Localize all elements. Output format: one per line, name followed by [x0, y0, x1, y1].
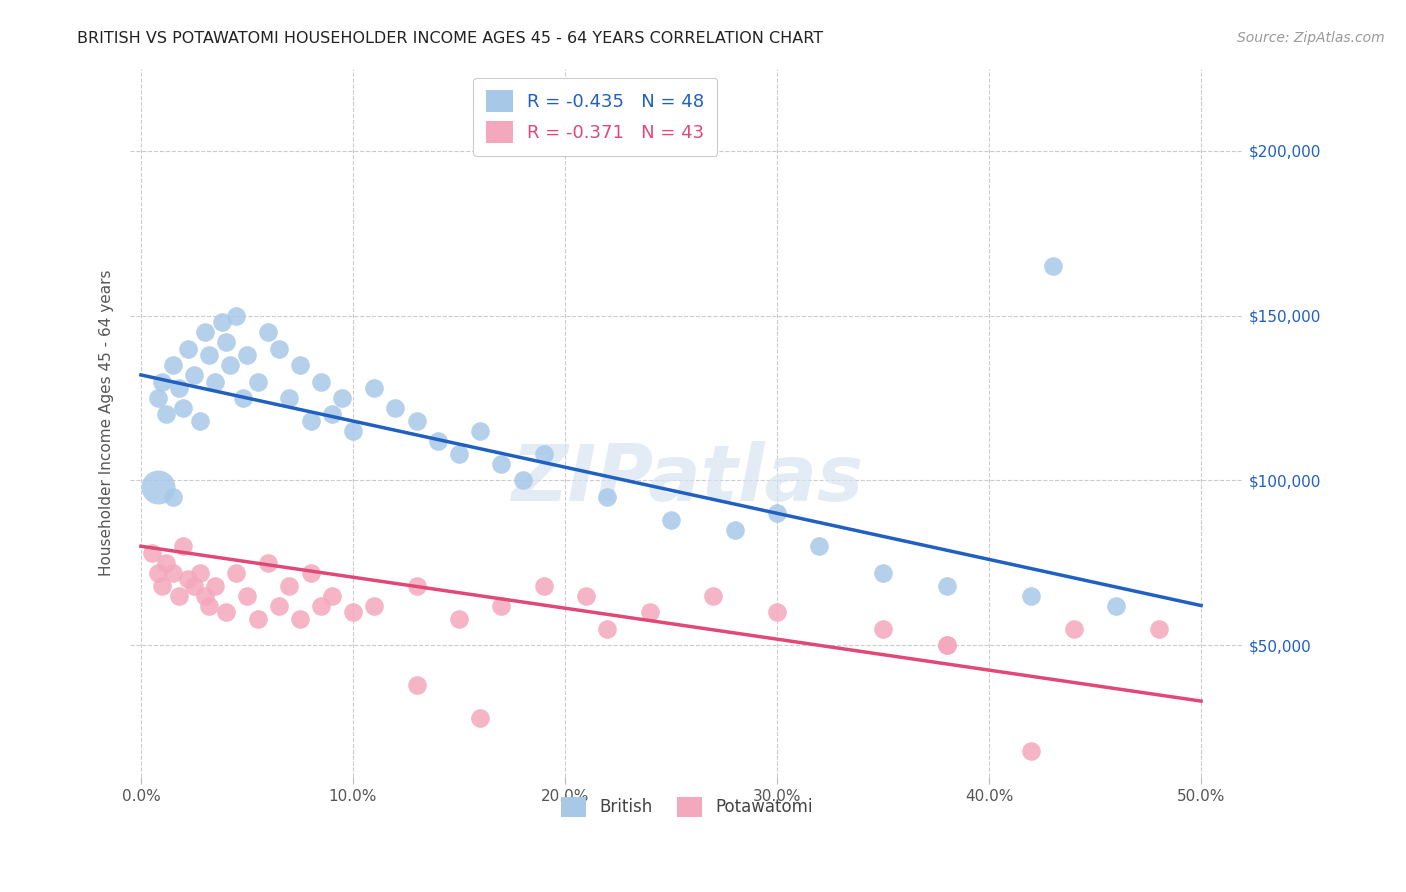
Point [197, 348, 219, 362]
Point [342, 605, 364, 619]
Point [167, 589, 190, 603]
Point [162, 566, 184, 580]
Point [596, 622, 619, 636]
Point [321, 408, 343, 422]
Point [872, 622, 894, 636]
Point [146, 566, 169, 580]
Point [155, 556, 177, 570]
Point [659, 513, 682, 527]
Point [1021, 589, 1043, 603]
Point [172, 539, 194, 553]
Point [288, 612, 311, 626]
Point [183, 368, 205, 382]
Point [146, 480, 169, 494]
Point [321, 589, 343, 603]
Text: BRITISH VS POTAWATOMI HOUSEHOLDER INCOME AGES 45 - 64 YEARS CORRELATION CHART: BRITISH VS POTAWATOMI HOUSEHOLDER INCOME… [77, 31, 824, 46]
Point [405, 414, 427, 428]
Point [236, 348, 259, 362]
Point [197, 599, 219, 613]
Point [363, 381, 385, 395]
Point [193, 325, 215, 339]
Point [141, 546, 163, 560]
Point [155, 408, 177, 422]
Point [183, 579, 205, 593]
Point [723, 523, 745, 537]
Point [215, 334, 238, 349]
Point [935, 638, 957, 652]
Point [384, 401, 406, 415]
Point [638, 605, 661, 619]
Point [533, 579, 555, 593]
Point [491, 457, 513, 471]
Point [426, 434, 449, 448]
Point [215, 605, 238, 619]
Legend: British, Potawatomi: British, Potawatomi [553, 789, 821, 825]
Point [808, 539, 831, 553]
Point [512, 474, 534, 488]
Point [596, 490, 619, 504]
Point [162, 358, 184, 372]
Point [246, 612, 269, 626]
Point [935, 638, 957, 652]
Point [1021, 743, 1043, 757]
Point [702, 589, 724, 603]
Text: ZIPatlas: ZIPatlas [510, 442, 863, 517]
Point [575, 589, 598, 603]
Point [330, 391, 353, 405]
Point [309, 599, 332, 613]
Point [225, 566, 247, 580]
Point [935, 579, 957, 593]
Point [470, 710, 492, 724]
Point [146, 391, 169, 405]
Point [278, 391, 301, 405]
Point [1063, 622, 1085, 636]
Point [872, 566, 894, 580]
Point [405, 678, 427, 692]
Point [257, 325, 280, 339]
Point [766, 506, 789, 520]
Point [447, 447, 470, 461]
Point [193, 589, 215, 603]
Point [491, 599, 513, 613]
Point [288, 358, 311, 372]
Point [219, 358, 242, 372]
Point [176, 572, 198, 586]
Point [470, 424, 492, 438]
Point [1147, 622, 1170, 636]
Point [176, 342, 198, 356]
Point [236, 589, 259, 603]
Point [299, 414, 322, 428]
Point [1105, 599, 1128, 613]
Point [204, 579, 226, 593]
Point [232, 391, 254, 405]
Point [225, 309, 247, 323]
Point [299, 566, 322, 580]
Point [533, 447, 555, 461]
Point [267, 342, 290, 356]
Point [188, 566, 211, 580]
Y-axis label: Householder Income Ages 45 - 64 years: Householder Income Ages 45 - 64 years [100, 269, 114, 576]
Point [309, 375, 332, 389]
Point [188, 414, 211, 428]
Point [246, 375, 269, 389]
Point [150, 579, 173, 593]
Point [447, 612, 470, 626]
Point [167, 381, 190, 395]
Point [405, 579, 427, 593]
Point [204, 375, 226, 389]
Text: Source: ZipAtlas.com: Source: ZipAtlas.com [1237, 31, 1385, 45]
Point [211, 315, 233, 329]
Point [766, 605, 789, 619]
Point [150, 375, 173, 389]
Point [162, 490, 184, 504]
Point [172, 401, 194, 415]
Point [278, 579, 301, 593]
Point [257, 556, 280, 570]
Point [363, 599, 385, 613]
Point [1042, 259, 1064, 273]
Point [342, 424, 364, 438]
Point [267, 599, 290, 613]
